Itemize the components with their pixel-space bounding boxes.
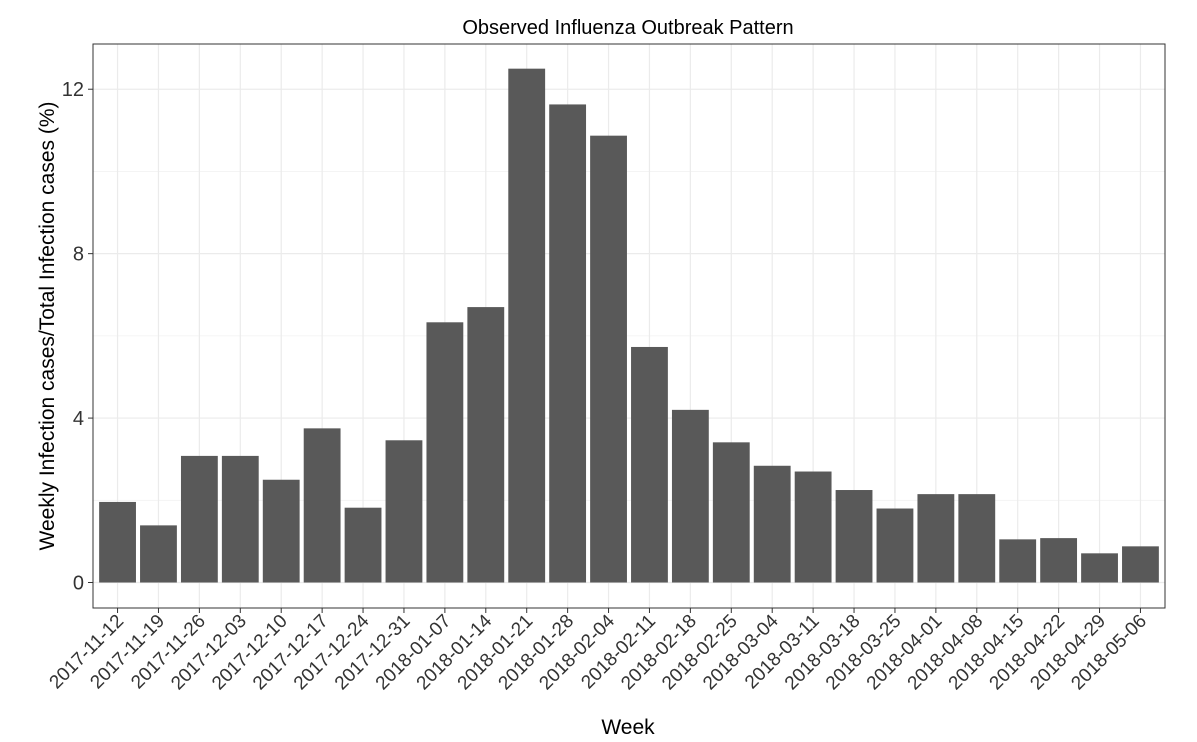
- y-tick-label: 4: [73, 408, 84, 430]
- bars: [99, 68, 1159, 583]
- bar: [1040, 538, 1078, 583]
- x-axis-title: Week: [601, 716, 655, 739]
- bar: [99, 501, 136, 583]
- bar: [508, 68, 546, 583]
- bar: [794, 471, 832, 583]
- bar: [876, 508, 914, 583]
- bar: [140, 525, 177, 583]
- bar: [1081, 553, 1118, 583]
- bar: [590, 135, 627, 583]
- plot-border: [92, 43, 1166, 609]
- bar: [835, 490, 873, 583]
- bar: [303, 428, 341, 583]
- bar: [917, 494, 955, 583]
- bar: [262, 479, 300, 583]
- y-axis-title: Weekly Infection cases/Total Infection c…: [36, 102, 59, 551]
- bar: [712, 442, 750, 583]
- y-tick-label: 12: [62, 79, 84, 101]
- bar: [467, 307, 505, 583]
- bar: [344, 507, 382, 583]
- bar: [671, 409, 709, 583]
- bar: [549, 104, 587, 583]
- bar: [180, 455, 218, 583]
- bar: [221, 455, 259, 583]
- y-axis: 0 4 8 12: [62, 79, 93, 595]
- chart-title: Observed Influenza Outbreak Pattern: [462, 17, 793, 39]
- y-tick-label: 8: [73, 244, 84, 266]
- y-tick-label: 0: [73, 573, 84, 595]
- bar: [1122, 546, 1159, 583]
- x-axis: 2017-11-122017-11-192017-11-262017-12-03…: [46, 608, 1151, 694]
- bar: [385, 440, 423, 583]
- bar: [999, 539, 1037, 583]
- bar: [753, 465, 791, 583]
- bar: [426, 322, 464, 583]
- bar: [631, 346, 668, 583]
- bar: [958, 494, 996, 583]
